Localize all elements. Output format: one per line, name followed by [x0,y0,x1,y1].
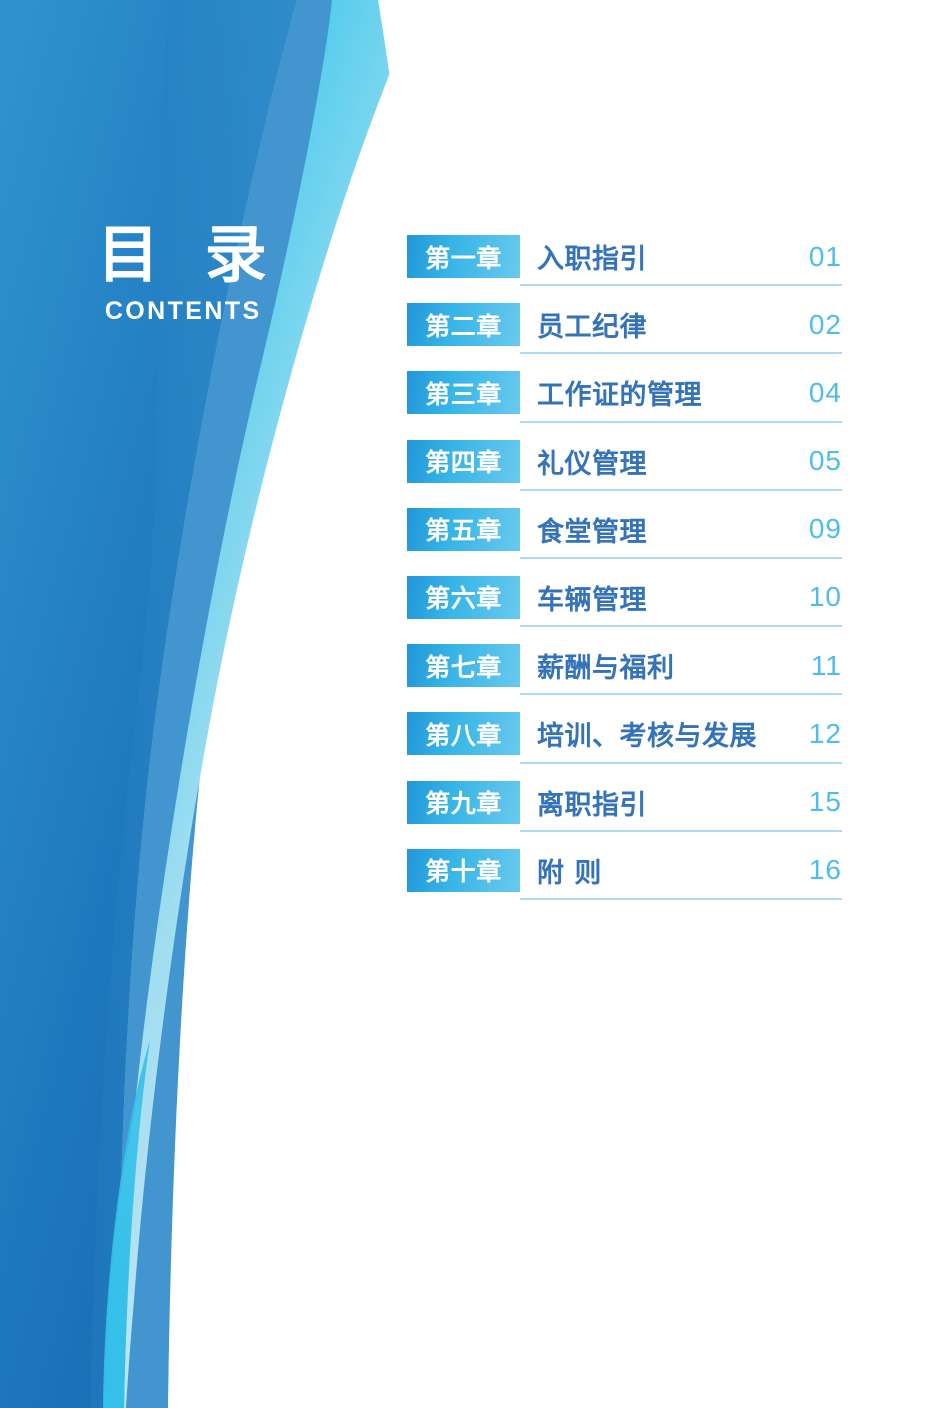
toc-separator-line [520,488,842,491]
chapter-number-badge: 第三章 [407,371,520,415]
toc-separator-line [520,761,842,764]
toc-entry[interactable]: 第四章 礼仪管理 05 [407,435,842,503]
toc-entry[interactable]: 第十章附 则 16 [407,844,842,912]
toc-separator-line [520,556,842,559]
chapter-number-badge: 第四章 [407,439,520,483]
chapter-number-badge: 第十章 [407,848,520,892]
chapter-title: 礼仪管理 [537,448,647,480]
chapter-page-number: 10 [808,581,842,613]
toc-separator-line [520,693,842,696]
chapter-page-number: 15 [808,786,842,817]
chapter-title: 员工纪律 [537,312,647,344]
chapter-title: 车辆管理 [537,584,647,616]
toc-entry[interactable]: 第七章 薪酬与福利 11 [407,639,842,707]
toc-entry[interactable]: 第二章 员工纪律 02 [407,298,842,366]
toc-entry[interactable]: 第八章 培训、考核与发展 12 [407,707,842,775]
chapter-title: 薪酬与福利 [537,653,675,685]
chapter-number-badge: 第五章 [407,507,520,551]
chapter-number-badge: 第七章 [407,644,520,688]
chapter-title: 培训、考核与发展 [537,721,757,753]
chapter-title: 入职指引 [537,244,647,275]
toc-entry[interactable]: 第三章 工作证的管理 04 [407,366,842,434]
page-title-chinese: 目 录 [97,218,279,291]
chapter-page-number: 01 [808,240,842,272]
chapter-number-badge: 第六章 [407,575,520,619]
toc-separator-line [520,352,842,355]
chapter-number-badge: 第一章 [407,235,520,278]
chapter-title: 食堂管理 [537,516,647,548]
chapter-page-number: 12 [808,717,842,749]
toc-separator-line [520,420,842,423]
cover-title-block: 目 录 CONTENTS [62,222,302,326]
chapter-page-number: 02 [808,308,842,340]
chapter-page-number: 11 [810,649,842,681]
table-of-contents: 第一章 入职指引 01 第二章 员工纪律 02 第三章 工作证的管理 04 第四章 礼仪管理 05 第五… [407,230,842,912]
toc-separator-line [520,625,842,628]
chapter-page-number: 09 [808,513,842,545]
chapter-title: 附 则 [537,857,602,889]
toc-entry[interactable]: 第六章 车辆管理 10 [407,571,842,639]
decorative-swoosh-artwork [0,0,420,1408]
chapter-title: 离职指引 [537,789,647,821]
chapter-page-number: 04 [808,376,842,408]
toc-entry[interactable]: 第九章 离职指引 15 [407,776,842,844]
chapter-page-number: 05 [808,445,842,477]
toc-separator-line [520,897,842,900]
toc-separator-line [520,829,842,832]
chapter-number-badge: 第八章 [407,712,520,756]
chapter-number-badge: 第九章 [407,780,520,824]
toc-entry[interactable]: 第一章 入职指引 01 [407,230,842,298]
chapter-number-badge: 第二章 [407,303,520,347]
toc-separator-line [520,284,842,287]
chapter-title: 工作证的管理 [537,380,702,412]
toc-entry[interactable]: 第五章 食堂管理 09 [407,503,842,571]
page-title-english: CONTENTS [104,297,262,326]
chapter-page-number: 16 [808,854,842,886]
